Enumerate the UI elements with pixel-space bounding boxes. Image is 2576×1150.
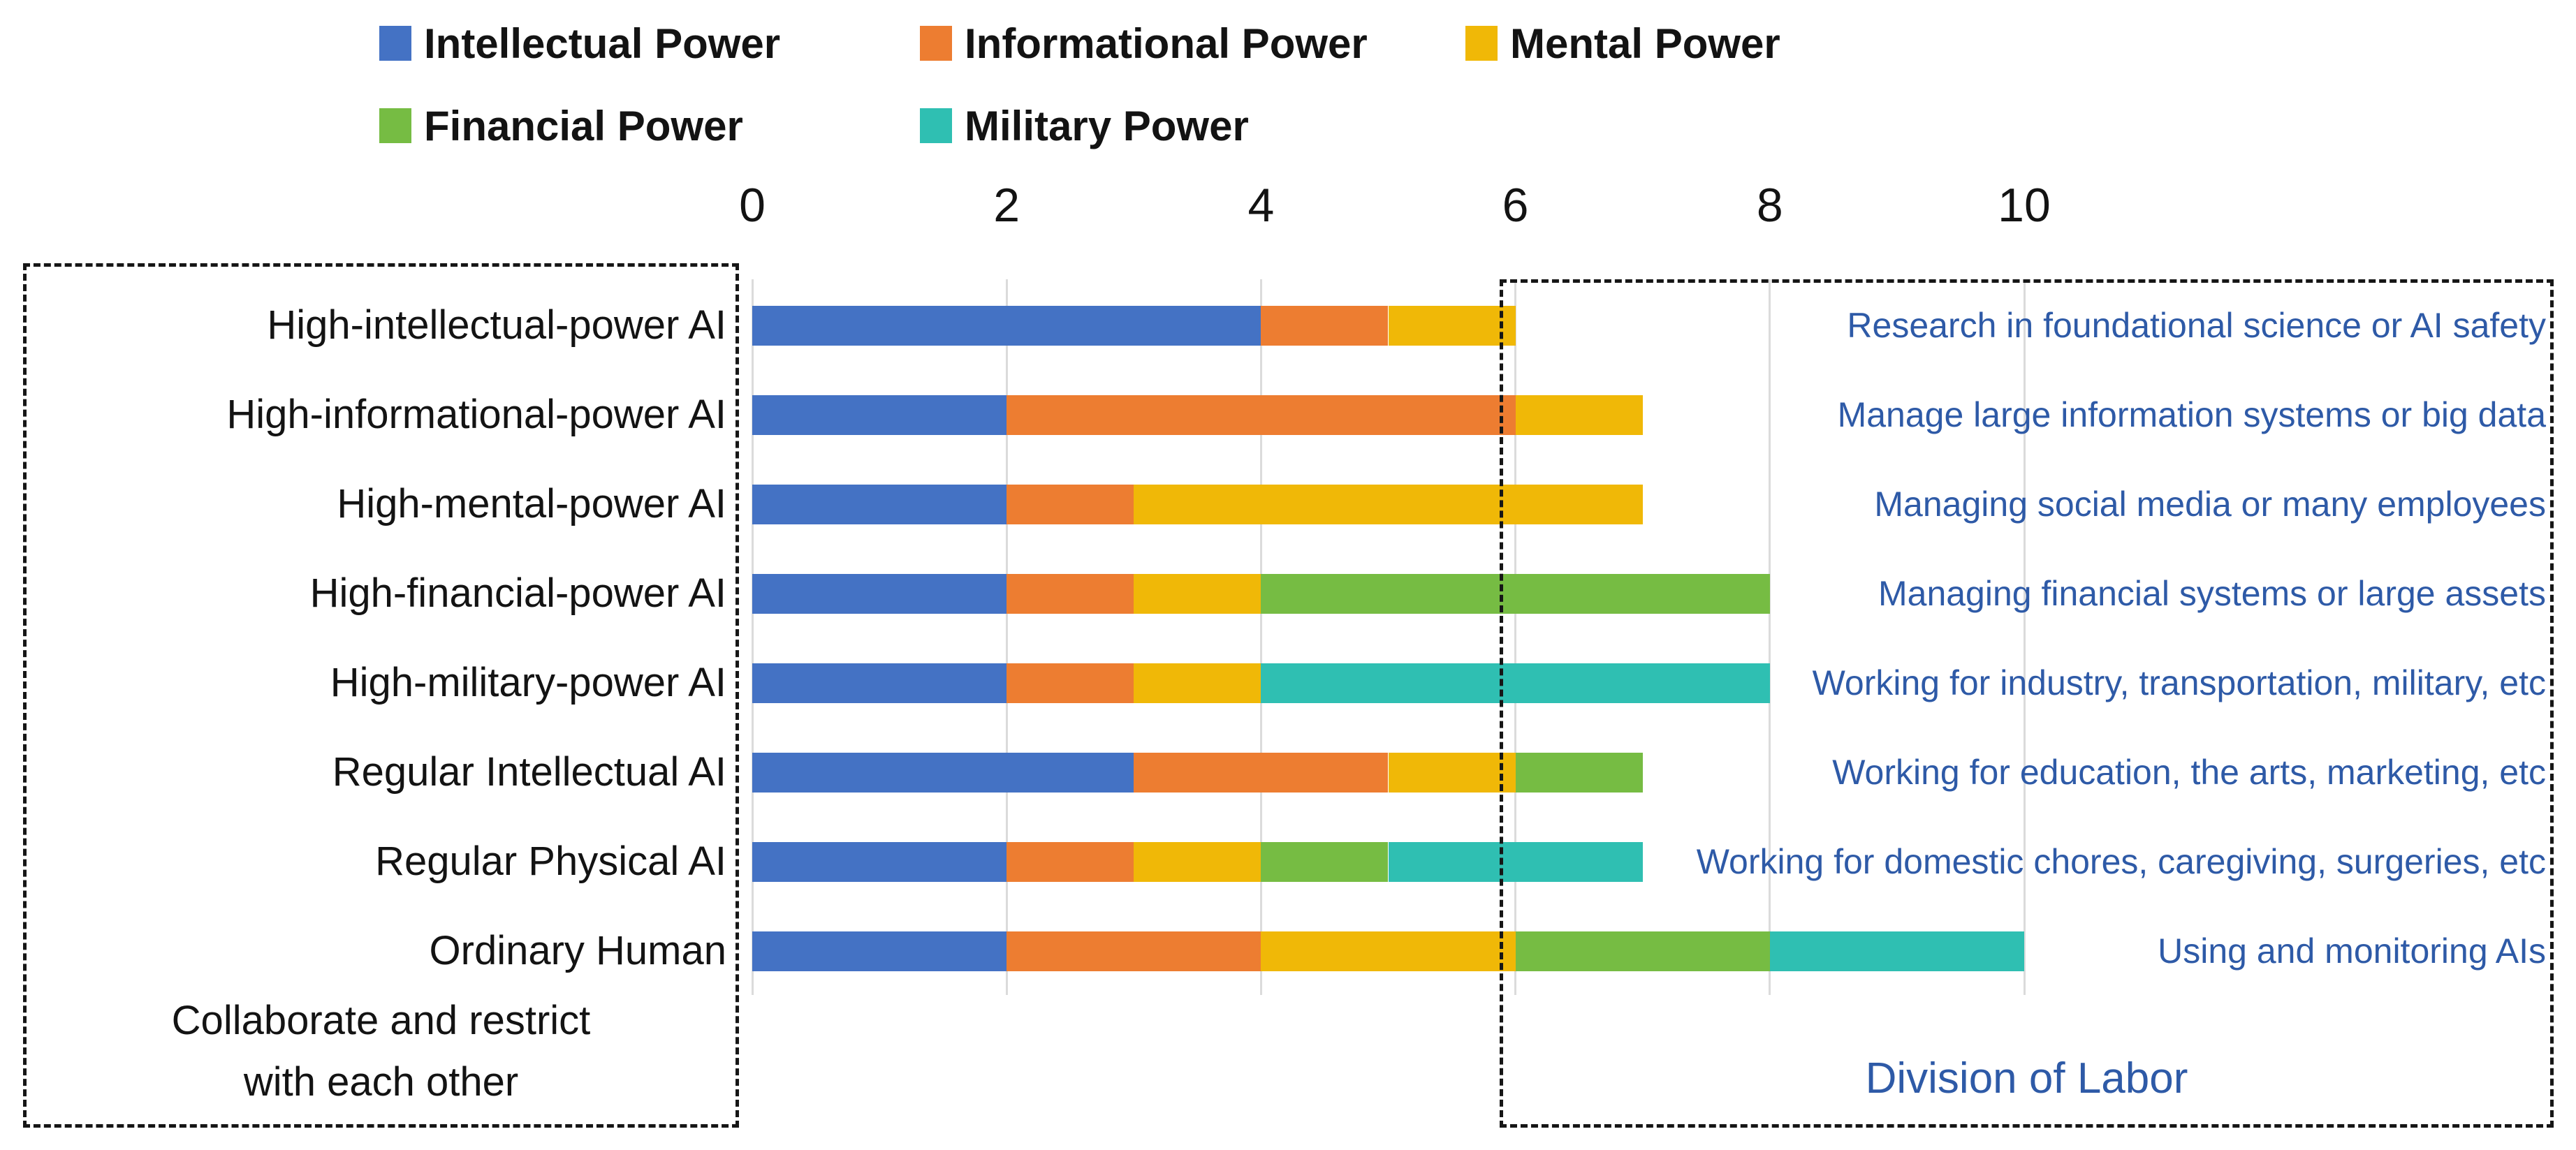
collaborate-caption: Collaborate and restrict with each other	[23, 990, 739, 1113]
bar-segment-financial-power	[1515, 753, 1643, 793]
bar-annotation: Working for industry, transportation, mi…	[1812, 663, 2546, 702]
category-label: Regular Physical AI	[375, 839, 726, 884]
gridline	[1769, 279, 1771, 995]
legend-item-label: Financial Power	[424, 102, 743, 149]
gridline	[2023, 279, 2026, 995]
x-tick-label: 0	[739, 179, 766, 232]
division-caption: Division of Labor	[1865, 1054, 2188, 1103]
legend-item-label: Intellectual Power	[424, 20, 781, 67]
gridline	[1259, 279, 1262, 995]
bar-segment-informational-power	[1007, 842, 1134, 882]
bar-segment-intellectual-power	[752, 842, 1007, 882]
bar-segment-mental-power	[1134, 485, 1643, 524]
category-label: Regular Intellectual AI	[332, 749, 726, 795]
gridline	[1005, 279, 1008, 995]
bar-annotation: Research in foundational science or AI s…	[1847, 306, 2546, 345]
bar-segment-intellectual-power	[752, 395, 1007, 435]
bar-segment-informational-power	[1007, 485, 1134, 524]
legend-swatch-icon	[1465, 26, 1498, 61]
bar-segment-informational-power	[1007, 931, 1261, 971]
legend-swatch-icon	[920, 26, 952, 61]
legend-item-financial-power: Financial Power	[379, 102, 743, 149]
bar-segment-intellectual-power	[752, 485, 1007, 524]
category-label: Ordinary Human	[429, 928, 726, 973]
category-label: High-intellectual-power AI	[267, 302, 726, 348]
bar-segment-informational-power	[1261, 306, 1389, 346]
legend-item-military-power: Military Power	[920, 102, 1249, 149]
collaborate-caption-line1: Collaborate and restrict	[171, 998, 591, 1043]
bar-segment-informational-power	[1007, 663, 1134, 703]
legend-swatch-icon	[379, 108, 411, 143]
bar-segment-intellectual-power	[752, 574, 1007, 614]
legend-item-mental-power: Mental Power	[1465, 20, 1780, 67]
x-tick-label: 6	[1502, 179, 1529, 232]
legend-item-informational-power: Informational Power	[920, 20, 1368, 67]
bar-segment-military-power	[1261, 663, 1770, 703]
bar-segment-intellectual-power	[752, 753, 1134, 793]
category-label: High-military-power AI	[330, 660, 726, 705]
gridline	[1514, 279, 1517, 995]
collaborate-box	[23, 263, 739, 1128]
legend-swatch-icon	[379, 26, 411, 61]
legend-item-label: Military Power	[965, 102, 1249, 149]
legend-item-label: Informational Power	[965, 20, 1368, 67]
bar-annotation: Managing financial systems or large asse…	[1878, 574, 2546, 613]
bar-segment-mental-power	[1261, 931, 1516, 971]
category-label: High-informational-power AI	[226, 392, 726, 437]
x-tick-label: 2	[993, 179, 1020, 232]
bar-segment-mental-power	[1134, 663, 1261, 703]
bar-segment-military-power	[1769, 931, 2024, 971]
legend-item-intellectual-power: Intellectual Power	[379, 20, 781, 67]
bar-segment-military-power	[1388, 842, 1643, 882]
bar-annotation: Manage large information systems or big …	[1837, 395, 2546, 434]
bar-segment-financial-power	[1515, 931, 1770, 971]
bar-segment-mental-power	[1388, 753, 1516, 793]
bar-segment-mental-power	[1515, 395, 1643, 435]
bar-segment-informational-power	[1007, 574, 1134, 614]
legend-item-label: Mental Power	[1510, 20, 1780, 67]
bar-segment-financial-power	[1261, 574, 1770, 614]
bar-segment-mental-power	[1134, 574, 1261, 614]
bar-annotation: Managing social media or many employees	[1874, 485, 2546, 524]
bar-segment-financial-power	[1261, 842, 1389, 882]
bar-annotation: Working for education, the arts, marketi…	[1832, 753, 2546, 792]
gridline	[751, 279, 754, 995]
category-label: High-mental-power AI	[337, 481, 726, 526]
division-box	[1500, 279, 2554, 1128]
collaborate-caption-line2: with each other	[243, 1059, 519, 1105]
category-label: High-financial-power AI	[309, 570, 726, 616]
bar-segment-intellectual-power	[752, 931, 1007, 971]
x-tick-label: 8	[1756, 179, 1783, 232]
bar-annotation: Working for domestic chores, caregiving,…	[1696, 842, 2546, 881]
bar-segment-informational-power	[1134, 753, 1389, 793]
bar-annotation: Using and monitoring AIs	[2158, 931, 2546, 971]
x-tick-label: 4	[1247, 179, 1275, 232]
legend-swatch-icon	[920, 108, 952, 143]
bar-segment-intellectual-power	[752, 306, 1261, 346]
bar-segment-mental-power	[1388, 306, 1516, 346]
bar-segment-intellectual-power	[752, 663, 1007, 703]
bar-segment-mental-power	[1134, 842, 1261, 882]
x-tick-label: 10	[1998, 179, 2051, 232]
bar-segment-informational-power	[1007, 395, 1516, 435]
